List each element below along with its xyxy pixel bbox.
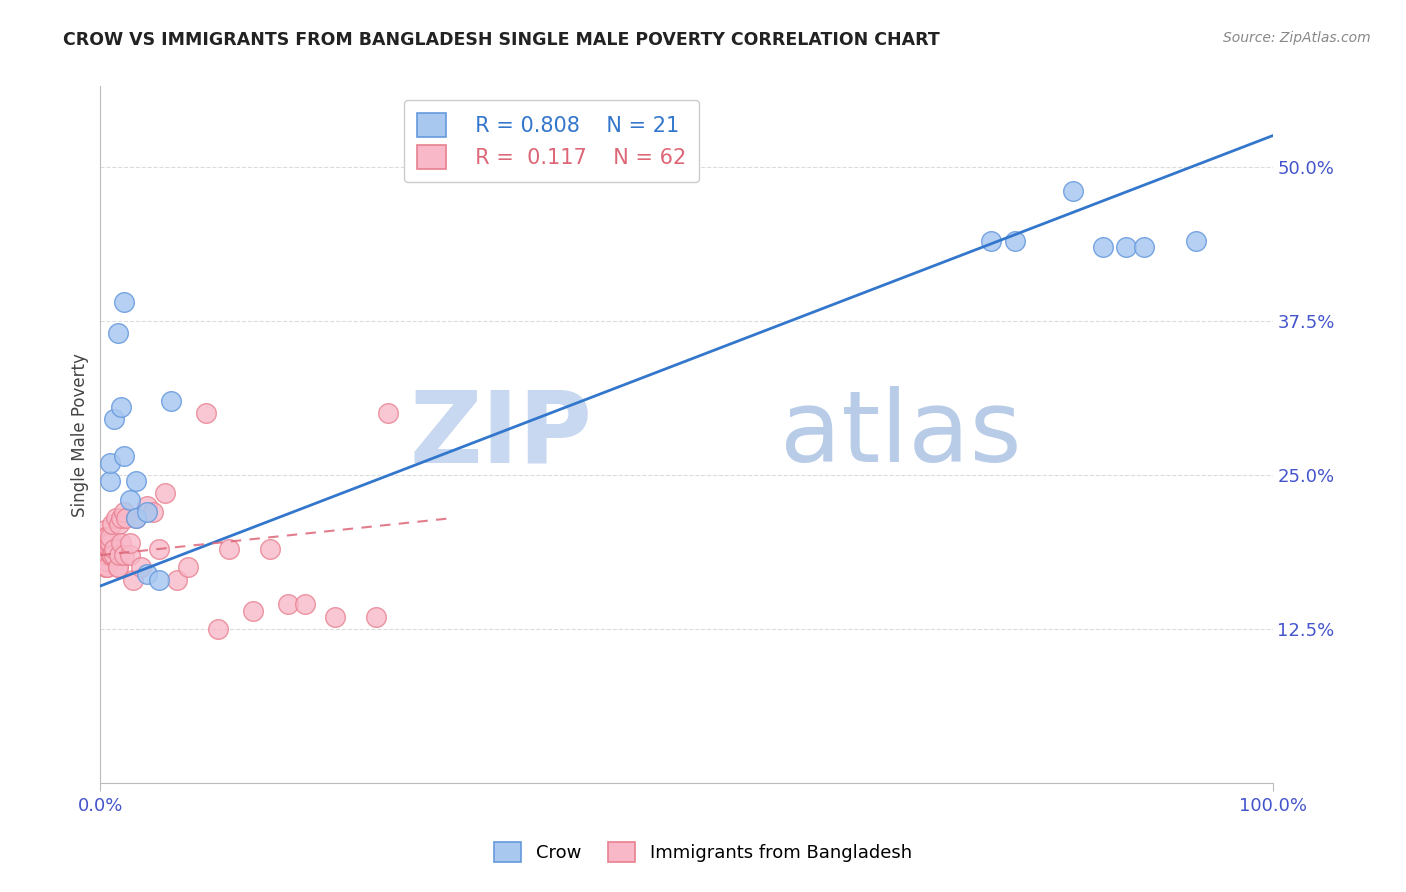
Point: [242, 604, 264, 618]
Point: [112, 295, 135, 310]
Legend:   R = 0.808    N = 21,   R =  0.117    N = 62: R = 0.808 N = 21, R = 0.117 N = 62: [404, 100, 699, 182]
Point: [124, 511, 146, 525]
Y-axis label: Single Male Poverty: Single Male Poverty: [72, 353, 89, 516]
Point: [96, 548, 118, 562]
Point: [207, 622, 229, 636]
Point: [118, 536, 141, 550]
Text: atlas: atlas: [780, 386, 1022, 483]
Text: Source: ZipAtlas.com: Source: ZipAtlas.com: [1223, 31, 1371, 45]
Point: [101, 517, 124, 532]
Point: [159, 393, 181, 408]
Point: [980, 234, 1002, 248]
Point: [118, 492, 141, 507]
Point: [97, 536, 120, 550]
Point: [364, 610, 387, 624]
Point: [142, 505, 165, 519]
Point: [93, 536, 115, 550]
Point: [148, 541, 170, 556]
Point: [377, 406, 399, 420]
Point: [1004, 234, 1026, 248]
Point: [1115, 240, 1137, 254]
Point: [131, 560, 153, 574]
Point: [94, 541, 117, 556]
Point: [96, 548, 118, 562]
Point: [107, 560, 129, 574]
Point: [194, 406, 217, 420]
Point: [294, 598, 316, 612]
Point: [148, 573, 170, 587]
Point: [93, 536, 115, 550]
Point: [96, 530, 118, 544]
Point: [94, 548, 117, 562]
Point: [108, 548, 131, 562]
Point: [112, 450, 135, 464]
Point: [110, 511, 132, 525]
Point: [122, 573, 145, 587]
Point: [166, 573, 188, 587]
Point: [96, 560, 118, 574]
Point: [277, 598, 299, 612]
Point: [1062, 184, 1084, 198]
Point: [110, 536, 132, 550]
Point: [96, 560, 118, 574]
Point: [107, 560, 129, 574]
Legend: Crow, Immigrants from Bangladesh: Crow, Immigrants from Bangladesh: [486, 834, 920, 870]
Point: [104, 511, 127, 525]
Point: [94, 524, 117, 538]
Point: [124, 474, 146, 488]
Text: ZIP: ZIP: [409, 386, 593, 483]
Point: [1132, 240, 1154, 254]
Point: [96, 560, 118, 574]
Point: [96, 548, 118, 562]
Point: [101, 548, 124, 562]
Point: [97, 541, 120, 556]
Point: [124, 511, 146, 525]
Point: [94, 536, 117, 550]
Point: [115, 511, 138, 525]
Point: [118, 548, 141, 562]
Point: [96, 554, 118, 568]
Point: [110, 400, 132, 414]
Point: [100, 548, 122, 562]
Point: [96, 530, 118, 544]
Point: [100, 548, 122, 562]
Point: [1185, 234, 1208, 248]
Point: [94, 548, 117, 562]
Point: [136, 499, 159, 513]
Point: [103, 541, 125, 556]
Point: [103, 548, 125, 562]
Point: [98, 456, 121, 470]
Point: [108, 517, 131, 532]
Point: [103, 412, 125, 426]
Point: [136, 505, 159, 519]
Point: [94, 536, 117, 550]
Point: [93, 530, 115, 544]
Point: [112, 548, 135, 562]
Point: [259, 541, 281, 556]
Point: [218, 541, 240, 556]
Point: [107, 326, 129, 340]
Point: [98, 536, 121, 550]
Point: [323, 610, 346, 624]
Text: CROW VS IMMIGRANTS FROM BANGLADESH SINGLE MALE POVERTY CORRELATION CHART: CROW VS IMMIGRANTS FROM BANGLADESH SINGL…: [63, 31, 941, 49]
Point: [98, 530, 121, 544]
Point: [93, 541, 115, 556]
Point: [98, 474, 121, 488]
Point: [94, 530, 117, 544]
Point: [1091, 240, 1114, 254]
Point: [177, 560, 200, 574]
Point: [112, 505, 135, 519]
Point: [136, 566, 159, 581]
Point: [153, 486, 176, 500]
Point: [93, 536, 115, 550]
